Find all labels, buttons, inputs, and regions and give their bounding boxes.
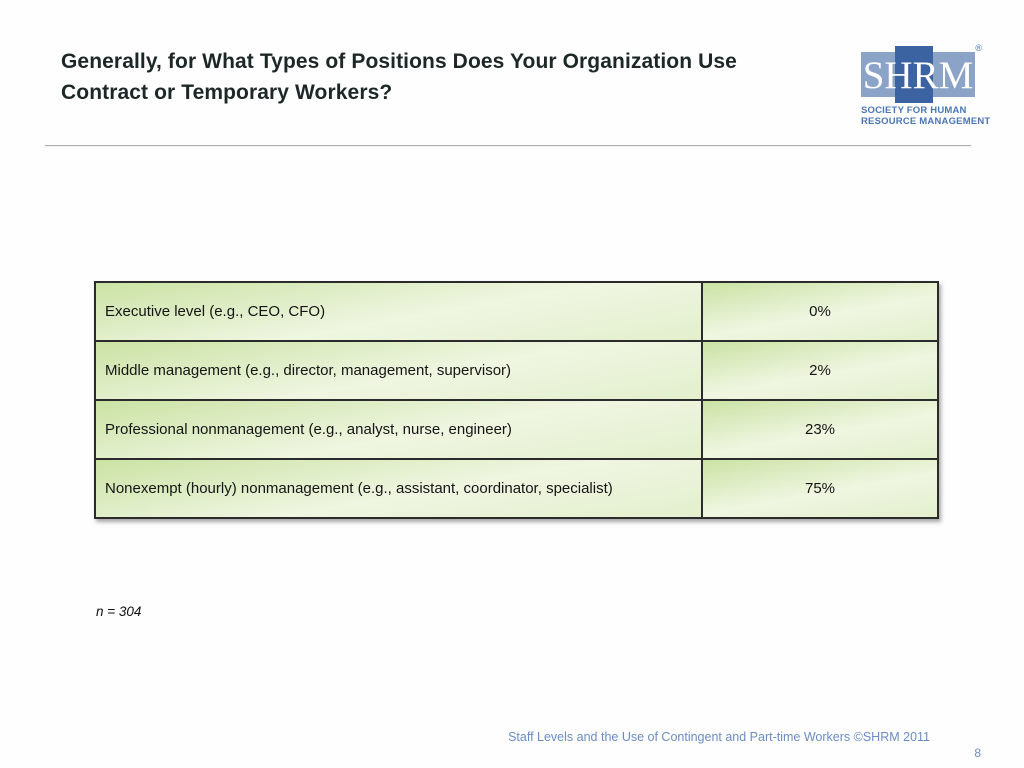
shrm-logo: SHRM ® SOCIETY FOR HUMAN RESOURCE MANAGE… bbox=[861, 43, 991, 127]
table-row: Nonexempt (hourly) nonmanagement (e.g., … bbox=[94, 458, 939, 519]
row-value: 0% bbox=[701, 281, 939, 342]
row-label: Executive level (e.g., CEO, CFO) bbox=[94, 281, 703, 342]
sample-size-note: n = 304 bbox=[96, 604, 142, 619]
shrm-logo-letters: SHRM bbox=[862, 54, 974, 97]
page-title-line2: Contract or Temporary Workers? bbox=[61, 81, 393, 104]
shrm-tagline-line1: SOCIETY FOR HUMAN bbox=[861, 105, 967, 116]
page-title: Generally, for What Types of Positions D… bbox=[61, 46, 831, 108]
row-value: 75% bbox=[701, 458, 939, 519]
table-row: Professional nonmanagement (e.g., analys… bbox=[94, 399, 939, 460]
shrm-logo-dark-band bbox=[895, 46, 933, 103]
table-row: Executive level (e.g., CEO, CFO) 0% bbox=[94, 281, 939, 342]
row-label: Nonexempt (hourly) nonmanagement (e.g., … bbox=[94, 458, 703, 519]
row-label: Professional nonmanagement (e.g., analys… bbox=[94, 399, 703, 460]
registered-trademark-icon: ® bbox=[975, 43, 982, 53]
table-row: Middle management (e.g., director, manag… bbox=[94, 340, 939, 401]
page-number: 8 bbox=[974, 746, 981, 760]
page-title-line1: Generally, for What Types of Positions D… bbox=[61, 50, 737, 73]
results-table: Executive level (e.g., CEO, CFO) 0% Midd… bbox=[94, 281, 939, 519]
row-value: 23% bbox=[701, 399, 939, 460]
shrm-tagline-line2: RESOURCE MANAGEMENT bbox=[861, 116, 991, 127]
header-divider bbox=[45, 145, 971, 147]
shrm-logo-band: SHRM ® bbox=[861, 43, 982, 103]
footer-citation: Staff Levels and the Use of Contingent a… bbox=[508, 730, 930, 744]
row-label: Middle management (e.g., director, manag… bbox=[94, 340, 703, 401]
row-value: 2% bbox=[701, 340, 939, 401]
shrm-logo-tagline: SOCIETY FOR HUMAN RESOURCE MANAGEMENT bbox=[861, 105, 991, 127]
